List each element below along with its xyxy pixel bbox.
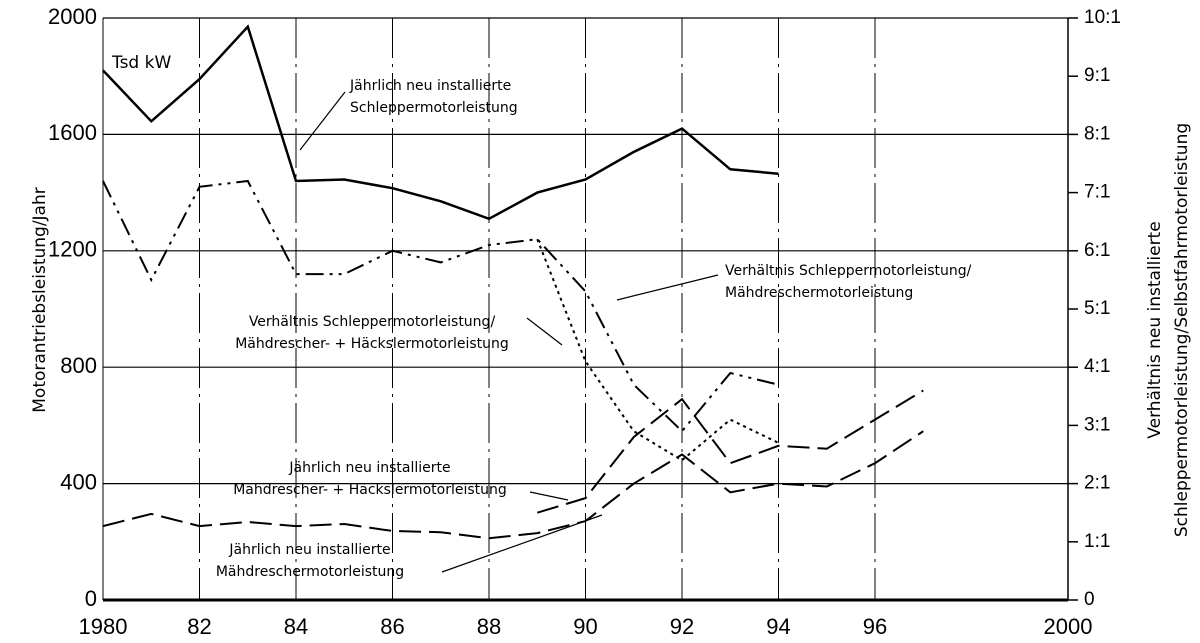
x-tick-label: 92 xyxy=(670,614,694,639)
y-tick-label: 800 xyxy=(60,353,97,378)
y2-tick-label: 4:1 xyxy=(1084,356,1110,377)
y2-tick-label: 6:1 xyxy=(1084,240,1110,261)
series-line xyxy=(102,24,779,221)
series-annotation: Mähdrescher- + Häckslermotorleistung xyxy=(235,336,509,352)
y-tick-label: 1600 xyxy=(48,120,97,145)
series-annotation: Verhältnis Schleppermotorleistung/ xyxy=(249,314,496,330)
series-annotation: Mähdrescher- + Häckslermotorleistung xyxy=(233,482,507,498)
series-line xyxy=(102,430,924,540)
y2-tick-label: 2:1 xyxy=(1084,473,1110,494)
y2-tick-label: 7:1 xyxy=(1084,182,1110,203)
y2-tick-label: 9:1 xyxy=(1084,65,1110,86)
series-annotation: Jährlich neu installierte xyxy=(349,78,511,94)
y2-tick-label: 5:1 xyxy=(1084,298,1110,319)
leader-line xyxy=(526,317,563,346)
x-tick-label: 96 xyxy=(863,614,887,639)
x-tick-label: 82 xyxy=(187,614,211,639)
y2-tick-label: 0 xyxy=(1084,589,1095,610)
y-tick-label: 1200 xyxy=(48,237,97,262)
leader-line xyxy=(441,514,603,573)
y2-axis-label: Schleppermotorleistung/Selbstfahrmotorle… xyxy=(1172,123,1192,537)
x-tick-label: 2000 xyxy=(1044,614,1093,639)
x-tick-label: 94 xyxy=(766,614,790,639)
series-annotation: Mähdreschermotorleistung xyxy=(725,285,913,301)
y2-tick-label: 8:1 xyxy=(1084,123,1110,144)
x-tick-label: 86 xyxy=(380,614,404,639)
y2-tick-label: 1:1 xyxy=(1084,531,1110,552)
y-axis-label: Motorantriebsleistung/Jahr xyxy=(30,187,50,413)
series-annotation: Schleppermotorleistung xyxy=(350,100,518,116)
series-annotation: Verhältnis Schleppermotorleistung/ xyxy=(725,263,972,279)
unit-label: Tsd kW xyxy=(111,53,171,73)
y2-axis-label: Verhältnis neu installierte xyxy=(1145,221,1165,438)
y2-tick-label: 3:1 xyxy=(1084,414,1110,435)
series-annotation: Mähdreschermotorleistung xyxy=(216,564,404,580)
y-tick-label: 0 xyxy=(85,586,97,611)
series-line xyxy=(537,389,924,514)
series-line xyxy=(102,179,779,433)
series-annotation: Jährlich neu installierte xyxy=(288,460,450,476)
x-tick-label: 90 xyxy=(573,614,597,639)
x-tick-label: 84 xyxy=(284,614,308,639)
leader-line xyxy=(299,91,346,151)
leader-line xyxy=(529,491,569,501)
x-tick-label: 88 xyxy=(477,614,501,639)
y-tick-label: 400 xyxy=(60,469,97,494)
y2-tick-label: 10:1 xyxy=(1084,7,1121,28)
leader-line xyxy=(616,274,719,301)
series-annotation: Jährlich neu installierte xyxy=(228,542,390,558)
y-tick-label: 2000 xyxy=(48,4,97,29)
x-tick-label: 1980 xyxy=(79,614,128,639)
series-line xyxy=(536,238,779,462)
